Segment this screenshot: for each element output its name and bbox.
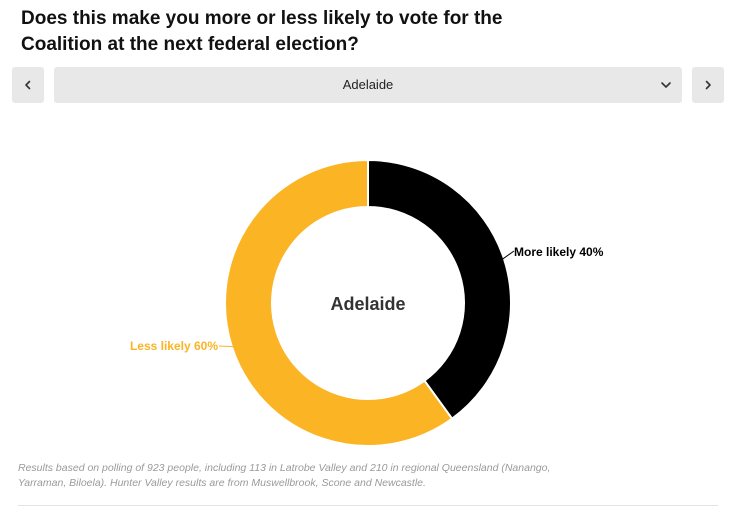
label-leader-lines [218, 250, 515, 348]
location-select-value: Adelaide [342, 77, 394, 92]
chevron-right-icon [705, 80, 711, 90]
footnote: Results based on polling of 923 people, … [18, 462, 551, 489]
previous-button[interactable] [12, 67, 44, 103]
divider [18, 505, 718, 506]
leader-line-0 [501, 250, 515, 260]
chevron-left-icon [25, 80, 31, 90]
chevron-down-icon [661, 82, 671, 88]
donut-slices [224, 158, 512, 447]
leader-line-1 [218, 345, 234, 348]
slice-label-less-likely: Less likely 60% [130, 339, 218, 353]
donut-center-label: Adelaide [330, 294, 405, 314]
next-button[interactable] [692, 67, 724, 103]
donut-slice-more-likely [367, 158, 512, 421]
chart-title: Does this make you more or less likely t… [21, 8, 503, 55]
location-select[interactable]: Adelaide [54, 67, 682, 103]
donut-slice-less-likely [224, 158, 454, 447]
slice-label-more-likely: More likely 40% [514, 245, 604, 259]
